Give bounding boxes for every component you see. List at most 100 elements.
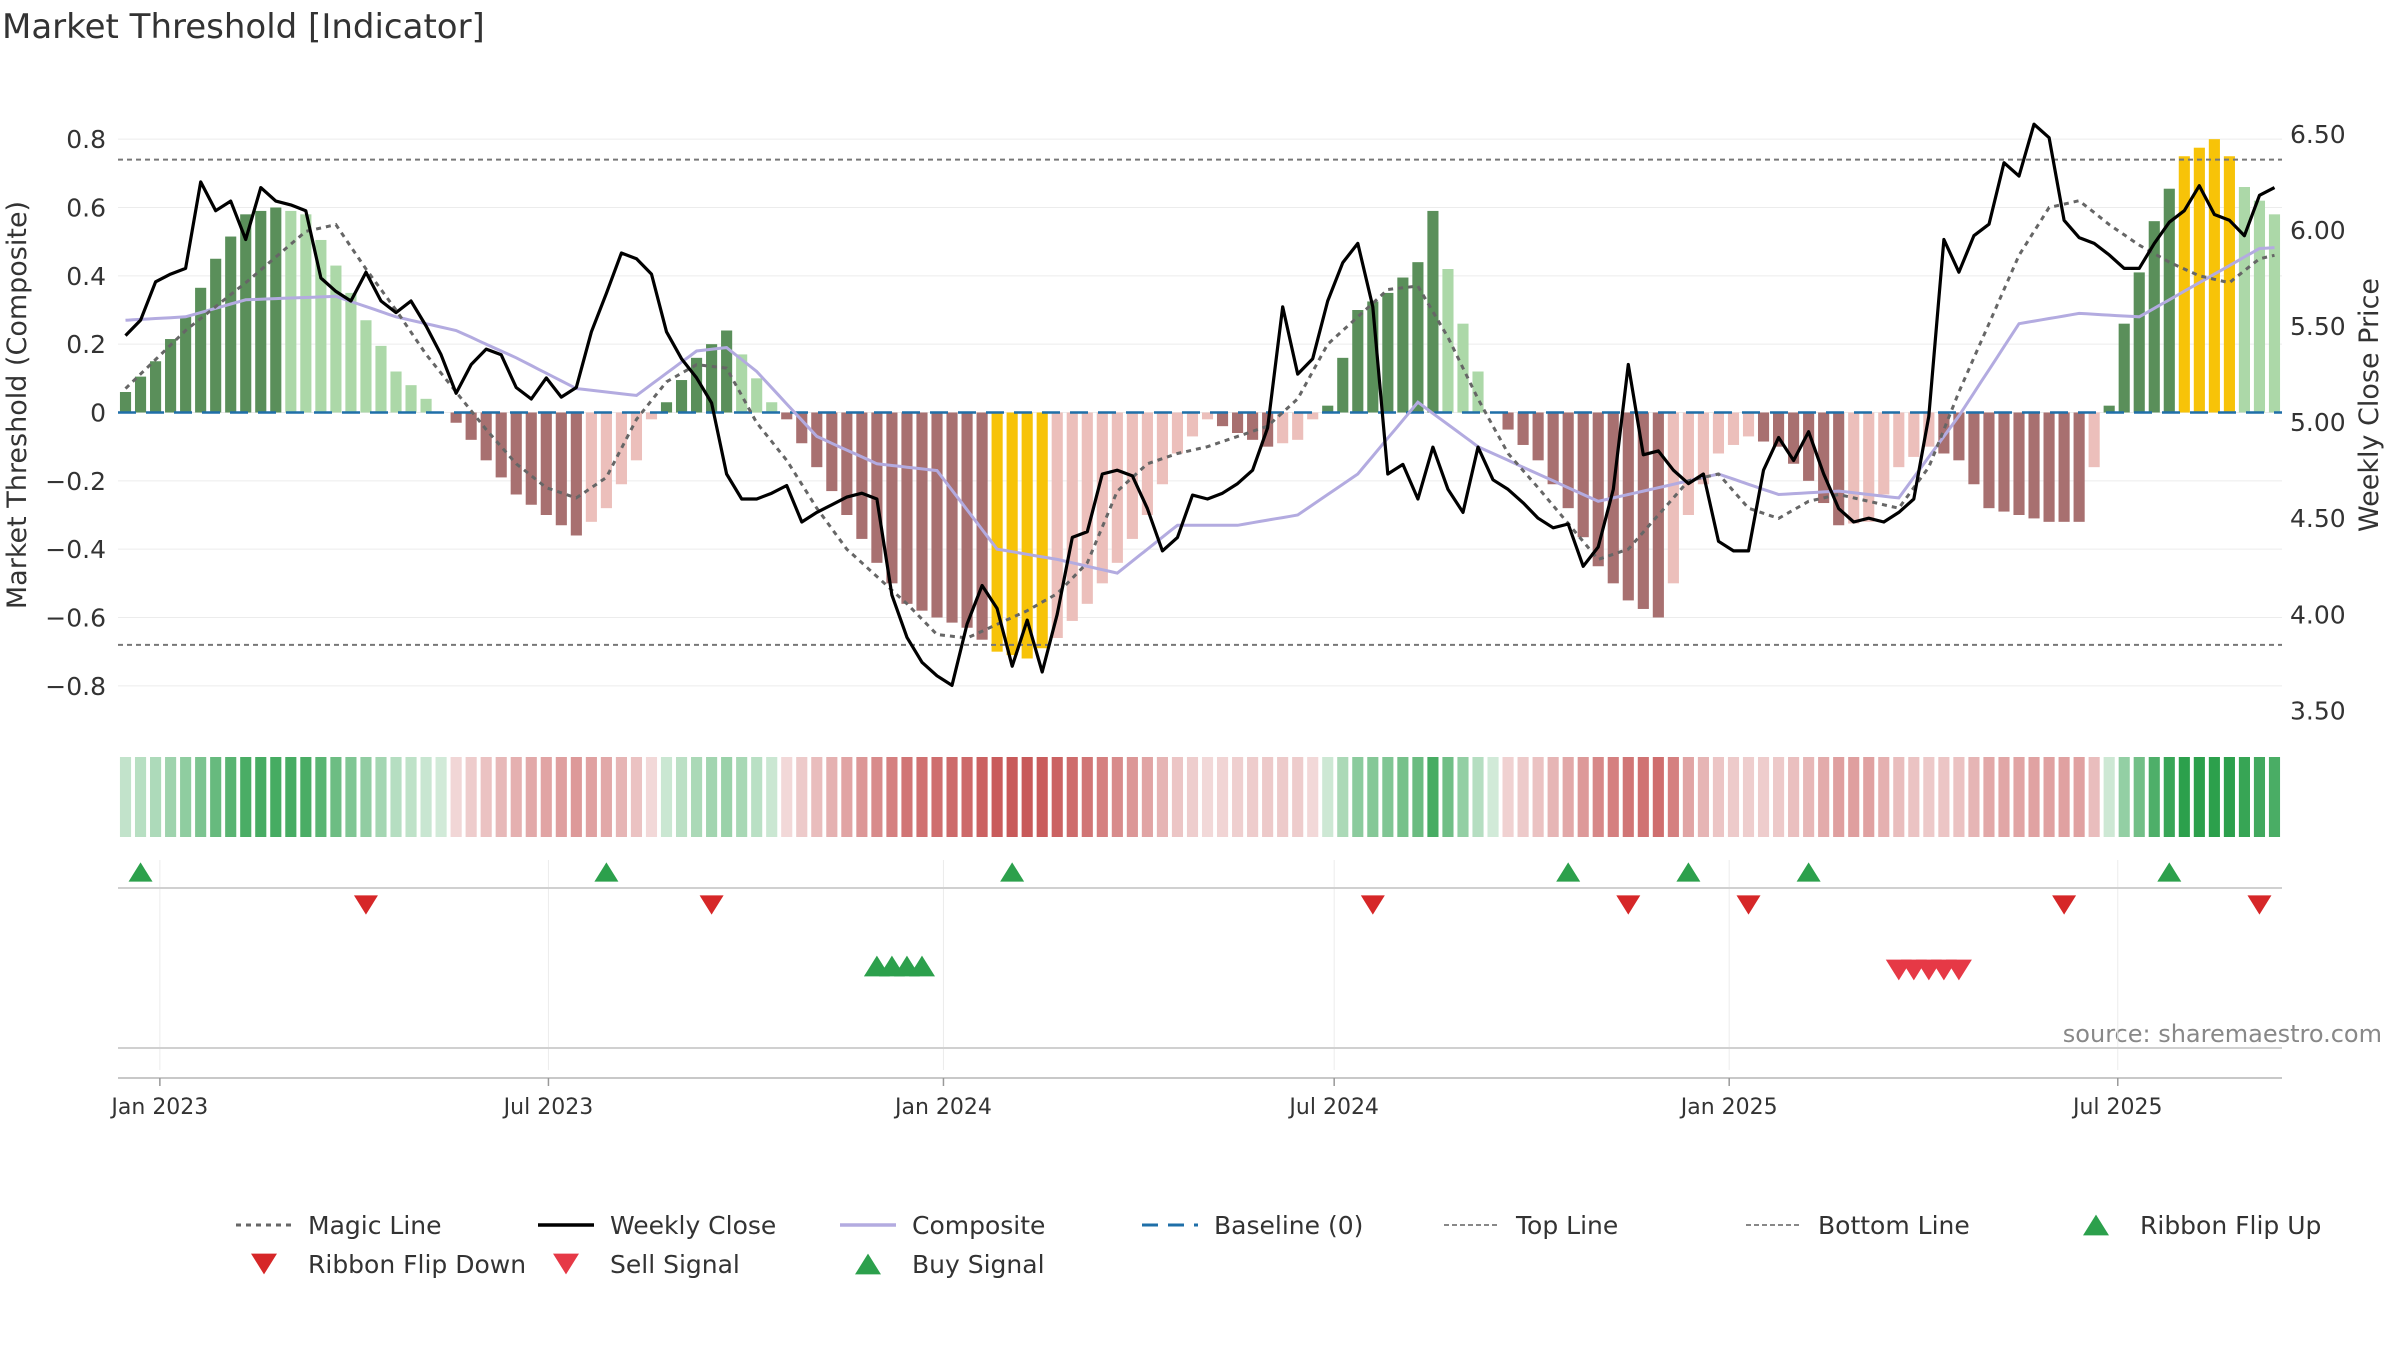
ribbon-cell [916, 757, 928, 837]
ribbon-cell [1367, 757, 1379, 837]
y2-tick-label: 5.50 [2290, 312, 2346, 341]
ribbon-flip-up-marker [128, 862, 153, 882]
ribbon-cell [1232, 757, 1244, 837]
composite-bar [1757, 412, 1770, 442]
x-tick-label: Jul 2024 [1287, 1095, 1379, 1120]
ribbon-cell [1156, 757, 1168, 837]
legend-label: Ribbon Flip Down [308, 1250, 526, 1279]
ribbon-cell [134, 757, 147, 837]
legend-item: Baseline (0) [1142, 1211, 1363, 1240]
composite-bar [2103, 405, 2115, 413]
composite-bar [210, 258, 222, 413]
composite-bar [360, 320, 372, 413]
ribbon-cell [811, 757, 823, 837]
ribbon-cell [1201, 757, 1214, 837]
ribbon-cell [931, 757, 943, 837]
composite-bar [1712, 412, 1725, 454]
ribbon-cell [1066, 757, 1078, 837]
y-tick-label: −0.8 [45, 672, 106, 701]
composite-bar [165, 339, 177, 413]
composite-bar [119, 392, 132, 413]
composite-bar [615, 412, 627, 485]
composite-bar [1667, 412, 1679, 584]
ribbon-cell [1788, 757, 1800, 837]
composite-bar [1201, 412, 1214, 420]
composite-bar [1577, 412, 1589, 538]
composite-bar [2013, 412, 2025, 515]
ribbon-cell [630, 757, 643, 837]
legend-swatch [251, 1253, 277, 1275]
composite-bar [1337, 357, 1349, 413]
ribbon-cell [1607, 757, 1619, 837]
y-tick-label: −0.6 [45, 604, 106, 633]
legend-label: Magic Line [308, 1211, 442, 1240]
ribbon-cell [1096, 757, 1108, 837]
sell-signal-marker [1945, 959, 1972, 981]
ribbon-cell [300, 757, 312, 837]
composite-bar [1893, 412, 1905, 468]
ribbon-cell [420, 757, 432, 837]
ribbon-cell [330, 757, 342, 837]
ribbon-flip-up-marker [1796, 862, 1821, 882]
x-tick-label: Jul 2025 [2071, 1095, 2163, 1120]
composite-bar [195, 287, 207, 413]
ribbon-cell [585, 757, 597, 837]
composite-bar [751, 378, 763, 413]
y-tick-labels: 0.8 0.6 0.4 0.2 0 −0.2 −0.4 −0.6 −0.8 [45, 125, 106, 701]
composite-bar [1788, 412, 1800, 464]
legend-label: Top Line [1515, 1211, 1618, 1240]
ribbon-cell [1307, 757, 1319, 837]
composite-bar [991, 412, 1003, 652]
composite-bar [134, 376, 147, 413]
ribbon-cell [119, 757, 132, 837]
ribbon-cell [1532, 757, 1544, 837]
ribbon-cell [2133, 757, 2145, 837]
composite-bar [1232, 412, 1244, 433]
composite-bar [570, 412, 582, 536]
composite-bar [465, 412, 477, 440]
composite-bar [315, 239, 327, 413]
legend-label: Ribbon Flip Up [2140, 1211, 2321, 1240]
ribbon-cell [1547, 757, 1559, 837]
ribbon-cell [2028, 757, 2040, 837]
ribbon-cell [285, 757, 297, 837]
composite-bar [976, 412, 988, 640]
composite-bar [691, 357, 703, 413]
legend: Magic Line Weekly Close Composite Baseline … [236, 1211, 2321, 1279]
ribbon-cell [675, 757, 688, 837]
ribbon-cell [1186, 757, 1199, 837]
composite-bar [1848, 412, 1860, 524]
ribbon-cell [210, 757, 222, 837]
ribbon-cell [360, 757, 372, 837]
ribbon-flip-down-marker [699, 895, 724, 915]
composite-bar [2088, 412, 2100, 468]
ribbon-cell [465, 757, 477, 837]
buy-signal-marker [908, 955, 935, 977]
ribbon-cell [405, 757, 417, 837]
legend-swatch [553, 1253, 579, 1275]
composite-bar [345, 292, 357, 413]
y-tick-label: 0.6 [66, 194, 106, 223]
ribbon-flip-down-marker [1360, 895, 1385, 915]
ribbon-cell [315, 757, 327, 837]
y-tick-label: −0.2 [45, 467, 106, 496]
composite-bar [150, 361, 162, 413]
composite-bar [2073, 412, 2085, 522]
composite-bar [645, 412, 658, 420]
ribbon-cell [1863, 757, 1875, 837]
composite-bar [480, 412, 492, 461]
ribbon-cell [1938, 757, 1950, 837]
ribbon-cell [2238, 757, 2250, 837]
y2-tick-label: 5.00 [2290, 408, 2346, 437]
ribbon-flip-down-marker [2247, 895, 2272, 915]
composite-bar [1652, 412, 1664, 618]
ribbon-cell [1908, 757, 1920, 837]
x-axis: Jan 2023 Jul 2023 Jan 2024 Jul 2024 Jan 2025… [109, 1077, 2282, 1120]
composite-bar [1953, 412, 1965, 461]
composite-bar [2058, 412, 2070, 522]
composite-bar [1622, 412, 1634, 601]
legend-label: Baseline (0) [1214, 1211, 1363, 1240]
y-tick-label: 0.4 [66, 262, 106, 291]
composite-bar [1697, 412, 1709, 485]
